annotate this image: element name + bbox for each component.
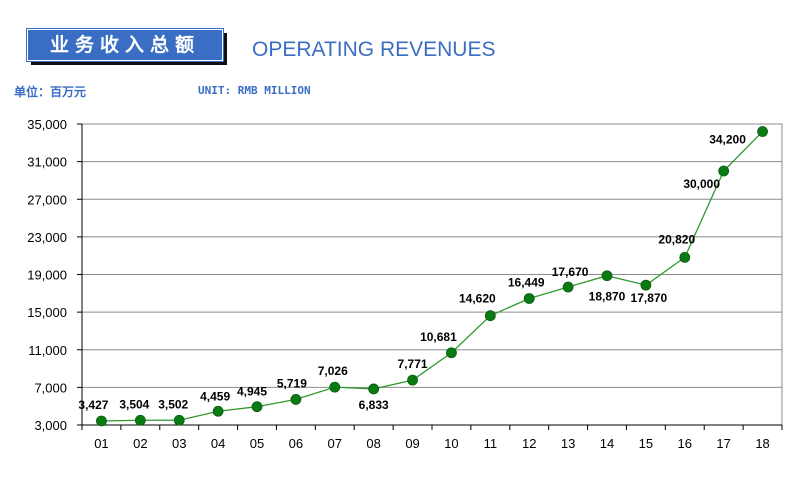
- data-label: 6,833: [359, 398, 389, 412]
- data-point: [212, 405, 224, 417]
- data-point: [484, 310, 496, 322]
- data-point: [290, 394, 302, 405]
- x-tick-label: 16: [678, 436, 692, 451]
- data-point: [251, 401, 263, 413]
- chinese-title: 业务收入总额: [27, 29, 223, 61]
- data-point: [640, 279, 652, 291]
- data-point: [601, 270, 613, 282]
- x-tick-label: 12: [522, 436, 536, 451]
- data-label: 7,026: [318, 364, 348, 378]
- data-label: 3,502: [158, 397, 188, 411]
- y-tick-label: 31,000: [27, 155, 67, 170]
- data-label: 4,459: [200, 389, 230, 403]
- data-label: 18,870: [589, 290, 626, 304]
- x-tick-label: 01: [94, 436, 108, 451]
- data-label: 3,427: [78, 398, 108, 412]
- data-label: 10,681: [420, 330, 457, 344]
- unit-label-english: UNIT: RMB MILLION: [198, 84, 311, 97]
- data-point: [173, 414, 185, 426]
- x-tick-label: 02: [133, 436, 147, 451]
- english-title: OPERATING REVENUES: [252, 38, 496, 61]
- data-point: [757, 126, 768, 137]
- data-label: 4,945: [237, 385, 267, 399]
- x-tick-label: 11: [484, 436, 498, 451]
- x-tick-label: 08: [366, 436, 380, 451]
- x-tick-label: 03: [172, 436, 186, 451]
- data-point: [96, 415, 107, 427]
- x-tick-label: 06: [289, 436, 303, 451]
- data-point: [329, 381, 341, 393]
- data-label: 5,719: [277, 376, 307, 390]
- data-label: 30,000: [683, 177, 720, 191]
- data-point: [523, 293, 535, 304]
- x-tick-label: 07: [328, 436, 342, 451]
- data-label: 17,870: [631, 291, 668, 305]
- data-label: 14,620: [459, 292, 496, 306]
- y-tick-label: 27,000: [27, 192, 67, 207]
- x-tick-label: 05: [250, 436, 264, 451]
- x-tick-label: 17: [716, 436, 730, 451]
- x-tick-label: 14: [600, 436, 614, 451]
- x-tick-label: 09: [405, 436, 419, 451]
- data-point: [679, 251, 691, 263]
- y-tick-label: 15,000: [27, 305, 67, 320]
- series-line: [101, 131, 764, 422]
- y-tick-label: 3,000: [34, 418, 67, 433]
- y-tick-label: 35,000: [27, 117, 67, 132]
- data-point: [407, 374, 418, 386]
- data-label: 34,200: [709, 133, 746, 147]
- data-label: 17,670: [552, 265, 589, 279]
- data-label: 7,771: [398, 357, 428, 371]
- x-tick-label: 04: [211, 436, 225, 451]
- data-point: [368, 383, 380, 395]
- data-point: [446, 347, 457, 359]
- x-tick-label: 13: [561, 436, 575, 451]
- y-tick-label: 23,000: [27, 230, 67, 245]
- x-tick-label: 10: [444, 436, 458, 451]
- data-label: 20,820: [658, 232, 695, 246]
- data-label: 16,449: [508, 275, 545, 289]
- data-point: [134, 414, 146, 426]
- y-tick-label: 7,000: [34, 380, 67, 395]
- data-point: [562, 281, 574, 293]
- x-tick-label: 15: [639, 436, 653, 451]
- y-tick-label: 11,000: [28, 343, 67, 358]
- data-point: [718, 165, 730, 177]
- data-label: 3,504: [119, 397, 149, 411]
- x-tick-label: 18: [755, 436, 769, 451]
- unit-label-chinese: 单位：百万元: [14, 85, 87, 99]
- y-tick-label: 19,000: [27, 268, 67, 283]
